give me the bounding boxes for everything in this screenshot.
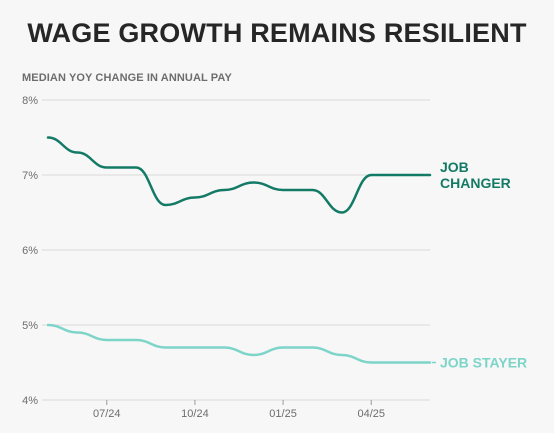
series-label-line: JOB STAYER <box>440 355 527 371</box>
series-label-line: CHANGER <box>440 175 511 191</box>
chart-title: WAGE GROWTH REMAINS RESILIENT <box>27 18 527 48</box>
x-tick-label: 10/24 <box>181 408 209 420</box>
series-label: JOB STAYER <box>440 355 527 371</box>
x-tick-label: 04/25 <box>357 408 385 420</box>
y-tick-label: 5% <box>22 320 38 332</box>
series-label: JOB CHANGER <box>440 159 511 191</box>
y-tick-label: 6% <box>22 245 38 257</box>
series-line-job-stayer <box>46 323 432 364</box>
series-line-job-changer <box>46 136 432 214</box>
x-tick-label: 01/25 <box>269 408 297 420</box>
chart-subtitle: MEDIAN YOY CHANGE IN ANNUAL PAY <box>22 72 232 84</box>
y-tick-label: 8% <box>22 95 38 107</box>
x-tick-label: 07/24 <box>93 408 121 420</box>
y-tick-label: 7% <box>22 170 38 182</box>
series-label-line: JOB <box>440 159 469 175</box>
y-tick-label: 4% <box>22 395 38 407</box>
